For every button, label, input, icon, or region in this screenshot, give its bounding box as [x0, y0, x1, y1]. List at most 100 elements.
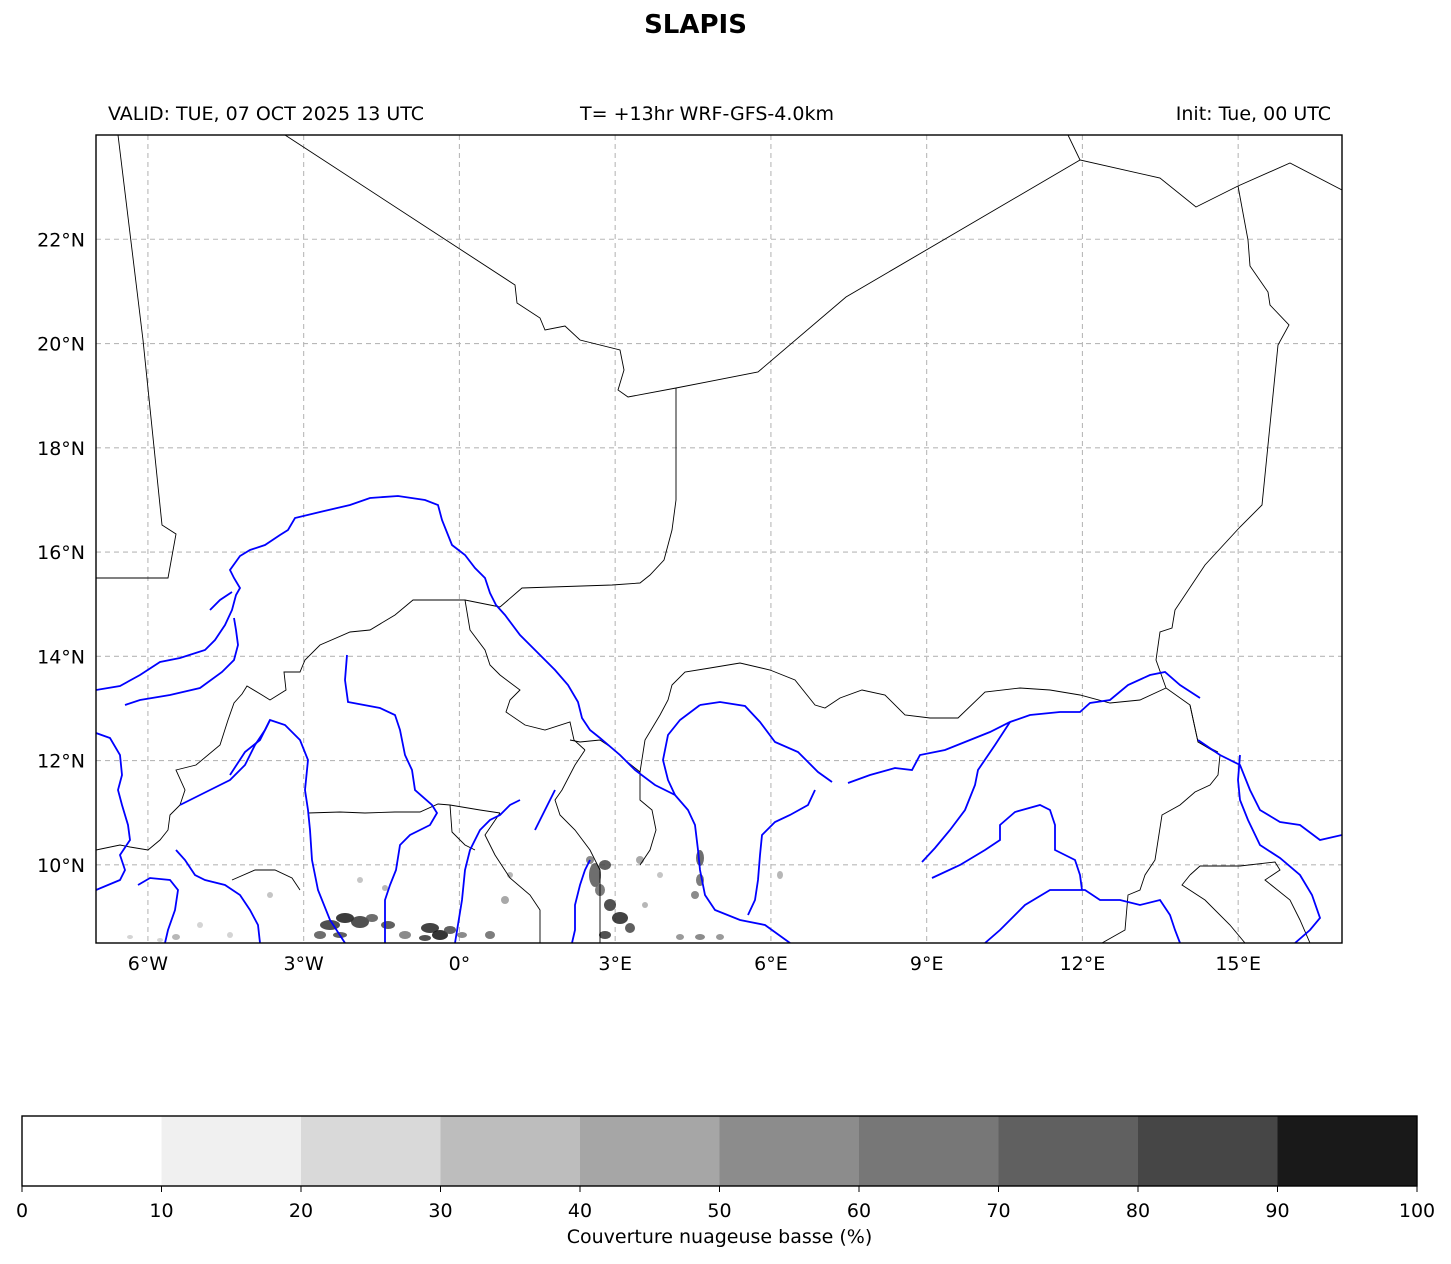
lon-tick-label: 3°E	[598, 953, 632, 975]
colorbar-tick-label: 70	[986, 1200, 1010, 1222]
cloud-patch	[419, 935, 431, 941]
river-sokoto	[699, 701, 833, 783]
river-ivory-1	[175, 849, 261, 943]
river-white-volta	[344, 654, 439, 943]
cloud-patch	[501, 896, 509, 904]
colorbar-swatch	[998, 1116, 1139, 1186]
colorbar-tick-label: 60	[847, 1200, 871, 1222]
lon-tick-label: 0°	[449, 953, 471, 975]
cloud-patch	[267, 892, 273, 898]
lat-tick-label: 22°N	[37, 229, 85, 251]
lon-tick-label: 12°E	[1060, 953, 1106, 975]
cloud-patch	[695, 934, 705, 940]
river-benue	[984, 889, 1181, 943]
cloud-patch	[381, 921, 395, 929]
border-ghana-togo	[449, 804, 476, 851]
border-nigeria-cameroon	[1101, 704, 1221, 943]
border-mali-algeria	[284, 135, 677, 398]
cloud-patch	[657, 872, 663, 878]
cloud-patch	[676, 934, 684, 940]
river-kaduna	[747, 789, 816, 916]
figure-title: SLAPIS	[644, 10, 747, 40]
lat-tick-label: 20°N	[37, 334, 85, 356]
lat-tick-label: 10°N	[37, 855, 85, 877]
cloud-patch	[599, 860, 611, 870]
border-benin-nigeria	[554, 749, 601, 943]
cloud-patch	[604, 899, 616, 911]
colorbar-swatch	[161, 1116, 302, 1186]
cloud-patch	[399, 931, 411, 939]
river-sahel-upper	[209, 591, 233, 611]
colorbar-tick-label: 90	[1265, 1200, 1289, 1222]
colorbar-swatch	[1138, 1116, 1278, 1186]
border-libya-chad	[1067, 135, 1342, 208]
cloud-patch	[777, 871, 783, 879]
rivers	[96, 495, 1342, 943]
river-gongola	[931, 804, 1083, 891]
border-niger-nigeria	[639, 662, 1167, 773]
cloud-patch	[127, 935, 133, 939]
cloud-patch	[485, 931, 495, 939]
river-black-volta	[179, 718, 346, 943]
colorbar-tick-label: 50	[707, 1200, 731, 1222]
border-togo-benin	[484, 812, 541, 943]
border-burkina-niger	[464, 599, 586, 751]
river-bani	[96, 732, 131, 891]
lon-tick-label: 9°E	[910, 953, 944, 975]
border-burkina-ghana	[307, 803, 501, 814]
river-chari	[1197, 739, 1342, 841]
lat-tick-label: 16°N	[37, 542, 85, 564]
cloud-patch	[197, 922, 203, 928]
colorbar-tick-label: 80	[1126, 1200, 1150, 1222]
river-rima	[662, 704, 701, 796]
border-mali-mauritania-west	[96, 135, 177, 579]
lon-tick-label: 15°E	[1215, 953, 1261, 975]
cloud-patch	[589, 863, 601, 887]
valid-time-label: VALID: TUE, 07 OCT 2025 13 UTC	[108, 103, 424, 125]
border-mali-niger	[499, 388, 677, 608]
river-mekrou	[534, 789, 556, 831]
cloud-patch	[314, 931, 326, 939]
colorbar-swatch	[301, 1116, 441, 1186]
cloud-patch	[227, 932, 233, 938]
colorbar-tick-label: 30	[428, 1200, 452, 1222]
cloud-patch	[457, 932, 467, 938]
latitude-tick-labels: 22°N 20°N 18°N 16°N 14°N 12°N 10°N	[37, 229, 85, 877]
init-time-label: Init: Tue, 00 UTC	[1175, 103, 1331, 125]
cloud-patch	[599, 931, 611, 939]
cloud-patch	[691, 891, 699, 899]
river-white-volta-north	[229, 719, 271, 776]
river-niger-west-branch	[124, 617, 239, 706]
river-hadejia	[921, 721, 1011, 863]
cloud-patch	[351, 916, 369, 928]
border-ivory-ghana	[231, 869, 301, 891]
lat-tick-label: 14°N	[37, 646, 85, 668]
map-frame	[95, 134, 1343, 944]
colorbar-tick-label: 20	[289, 1200, 313, 1222]
river-komadugu	[847, 671, 1201, 784]
lon-tick-label: 6°W	[128, 953, 169, 975]
forecast-model-label: T= +13hr WRF-GFS-4.0km	[580, 103, 834, 125]
cloud-patch	[157, 938, 163, 942]
border-ivory-burkina	[96, 804, 181, 851]
colorbar-tick-label: 0	[16, 1200, 28, 1222]
cloud-patch	[382, 885, 388, 891]
longitude-tick-labels: 6°W 3°W 0° 3°E 6°E 9°E 12°E 15°E	[128, 953, 1261, 975]
lat-tick-label: 18°N	[37, 438, 85, 460]
river-ivory-2	[137, 877, 179, 943]
colorbar-label: Couverture nuageuse basse (%)	[566, 1226, 873, 1248]
lat-tick-label: 12°N	[37, 751, 85, 773]
colorbar-swatch	[580, 1116, 720, 1186]
colorbar-swatch	[719, 1116, 860, 1186]
border-mali-burkina	[175, 599, 501, 806]
border-niger-chad	[1155, 185, 1290, 753]
country-borders	[96, 135, 1342, 943]
river-logone	[1237, 754, 1322, 943]
colorbar-tick-label: 100	[1399, 1200, 1435, 1222]
cloud-patch	[642, 902, 648, 908]
cloud-patch	[432, 930, 448, 940]
cloud-patch	[336, 913, 354, 923]
colorbar-swatch	[859, 1116, 999, 1186]
colorbar: 0 10 20 30 40 50 60 70 80 90 100	[16, 1115, 1435, 1222]
